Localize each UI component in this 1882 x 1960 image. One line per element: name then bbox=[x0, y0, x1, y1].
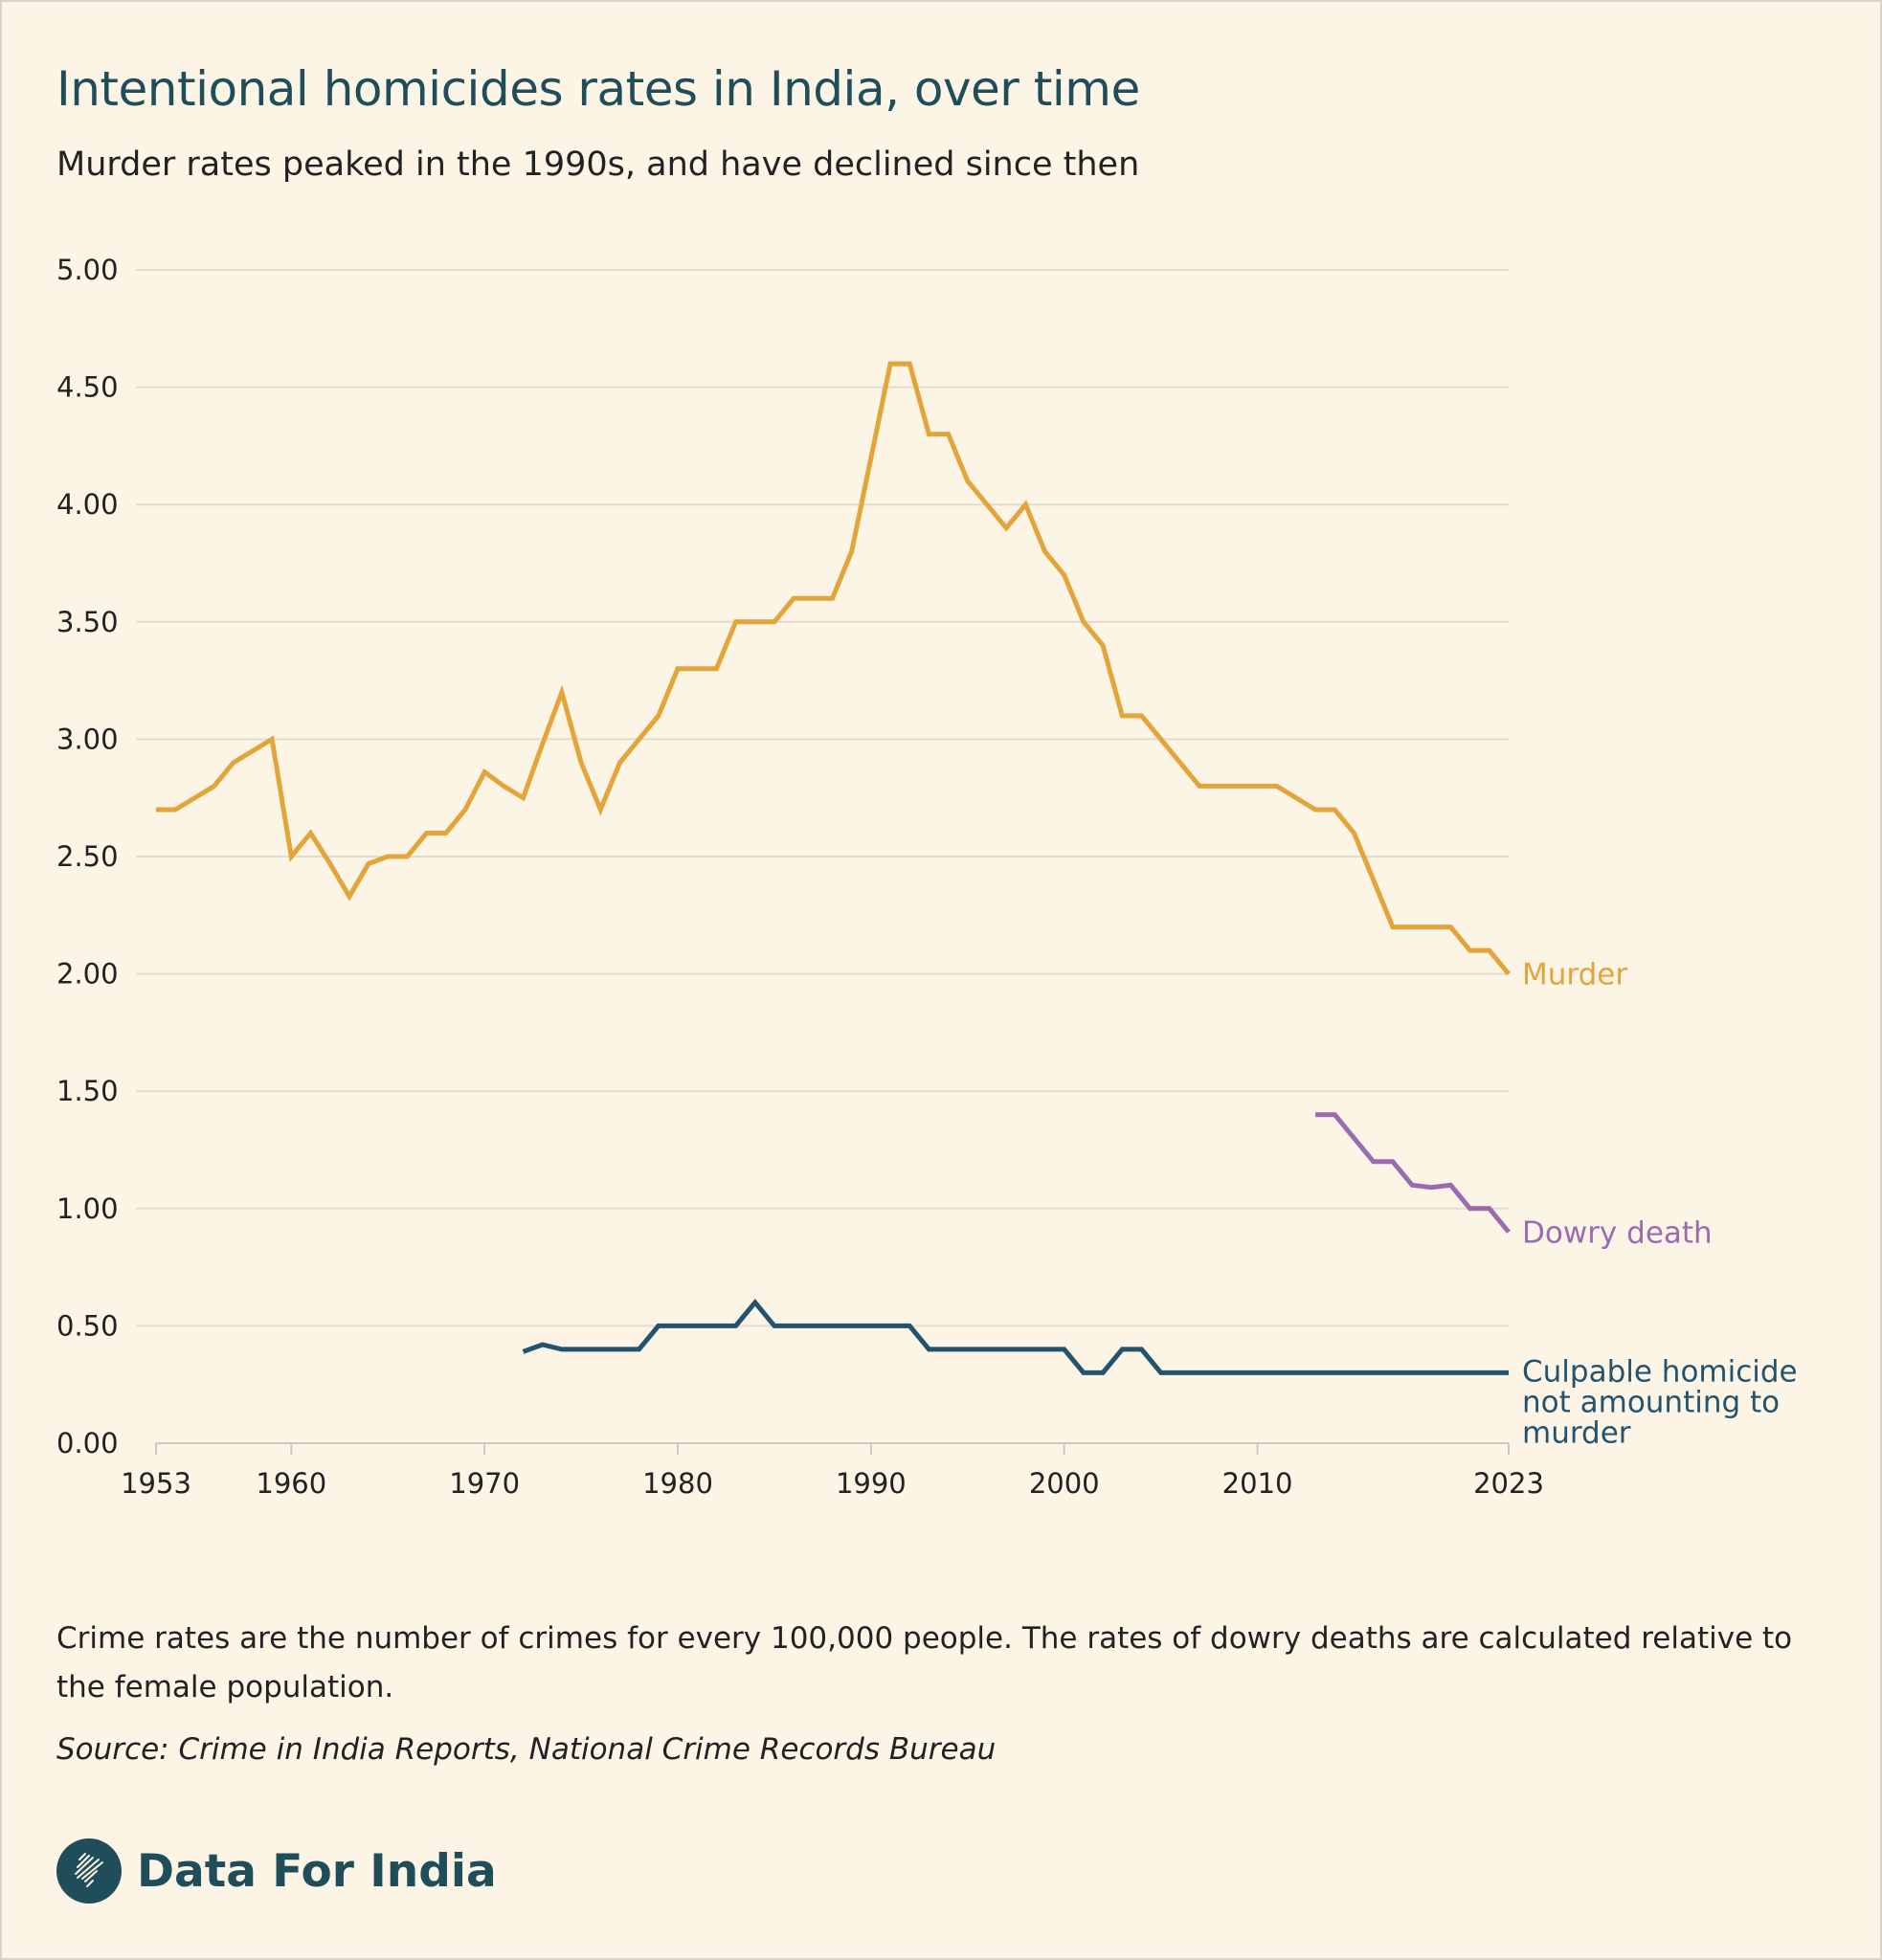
y-tick-label: 3.50 bbox=[56, 606, 119, 638]
x-tick-label: 1990 bbox=[836, 1467, 907, 1500]
page-subtitle: Murder rates peaked in the 1990s, and ha… bbox=[56, 145, 1140, 184]
series-label: Murder bbox=[1522, 958, 1627, 992]
x-tick-label: 1980 bbox=[642, 1467, 713, 1500]
series-line-1 bbox=[1315, 1112, 1511, 1234]
brand-logo: Data For India bbox=[56, 1838, 497, 1904]
series-line-0 bbox=[156, 361, 1511, 976]
y-tick-label: 2.50 bbox=[56, 840, 119, 873]
y-axis: 0.00 0.50 1.00 1.50 2.00 2.50 3.00 3.50 4.00 4.50… bbox=[56, 254, 119, 1459]
series-line-2 bbox=[522, 1298, 1509, 1375]
y-tick-label: 5.00 bbox=[56, 254, 119, 286]
india-map-icon bbox=[56, 1838, 122, 1904]
y-tick-label: 1.50 bbox=[56, 1075, 119, 1107]
page-title: Intentional homicides rates in India, ov… bbox=[56, 61, 1140, 117]
series-label: Culpable homicide bbox=[1522, 1354, 1798, 1389]
y-tick-label: 0.00 bbox=[56, 1427, 119, 1459]
series-label: murder bbox=[1522, 1415, 1631, 1450]
y-tick-label: 2.00 bbox=[56, 958, 119, 991]
x-tick-label: 1953 bbox=[121, 1467, 191, 1500]
source-note: Source: Crime in India Reports, National… bbox=[56, 1732, 997, 1767]
series-label: not amounting to bbox=[1522, 1385, 1780, 1419]
y-tick-label: 0.50 bbox=[56, 1309, 119, 1342]
series-label: Dowry death bbox=[1522, 1215, 1713, 1250]
y-tick-label: 4.50 bbox=[56, 371, 119, 404]
footnote: Crime rates are the number of crimes for… bbox=[56, 1621, 1793, 1704]
x-tick-label: 2023 bbox=[1473, 1467, 1544, 1500]
y-tick-label: 1.00 bbox=[56, 1192, 119, 1225]
gridlines bbox=[136, 269, 1509, 1327]
x-axis: 1953 1960 1970 1980 1990 2000 2010 2023 bbox=[121, 1442, 1544, 1500]
x-tick-label: 2000 bbox=[1029, 1467, 1100, 1500]
y-tick-label: 4.00 bbox=[56, 488, 119, 521]
x-tick-label: 2010 bbox=[1222, 1467, 1293, 1500]
x-tick-label: 1970 bbox=[449, 1467, 520, 1500]
x-tick-label: 1960 bbox=[256, 1467, 326, 1500]
y-tick-label: 3.00 bbox=[56, 723, 119, 755]
brand-name: Data For India bbox=[137, 1844, 497, 1898]
series-lines bbox=[156, 361, 1511, 1375]
